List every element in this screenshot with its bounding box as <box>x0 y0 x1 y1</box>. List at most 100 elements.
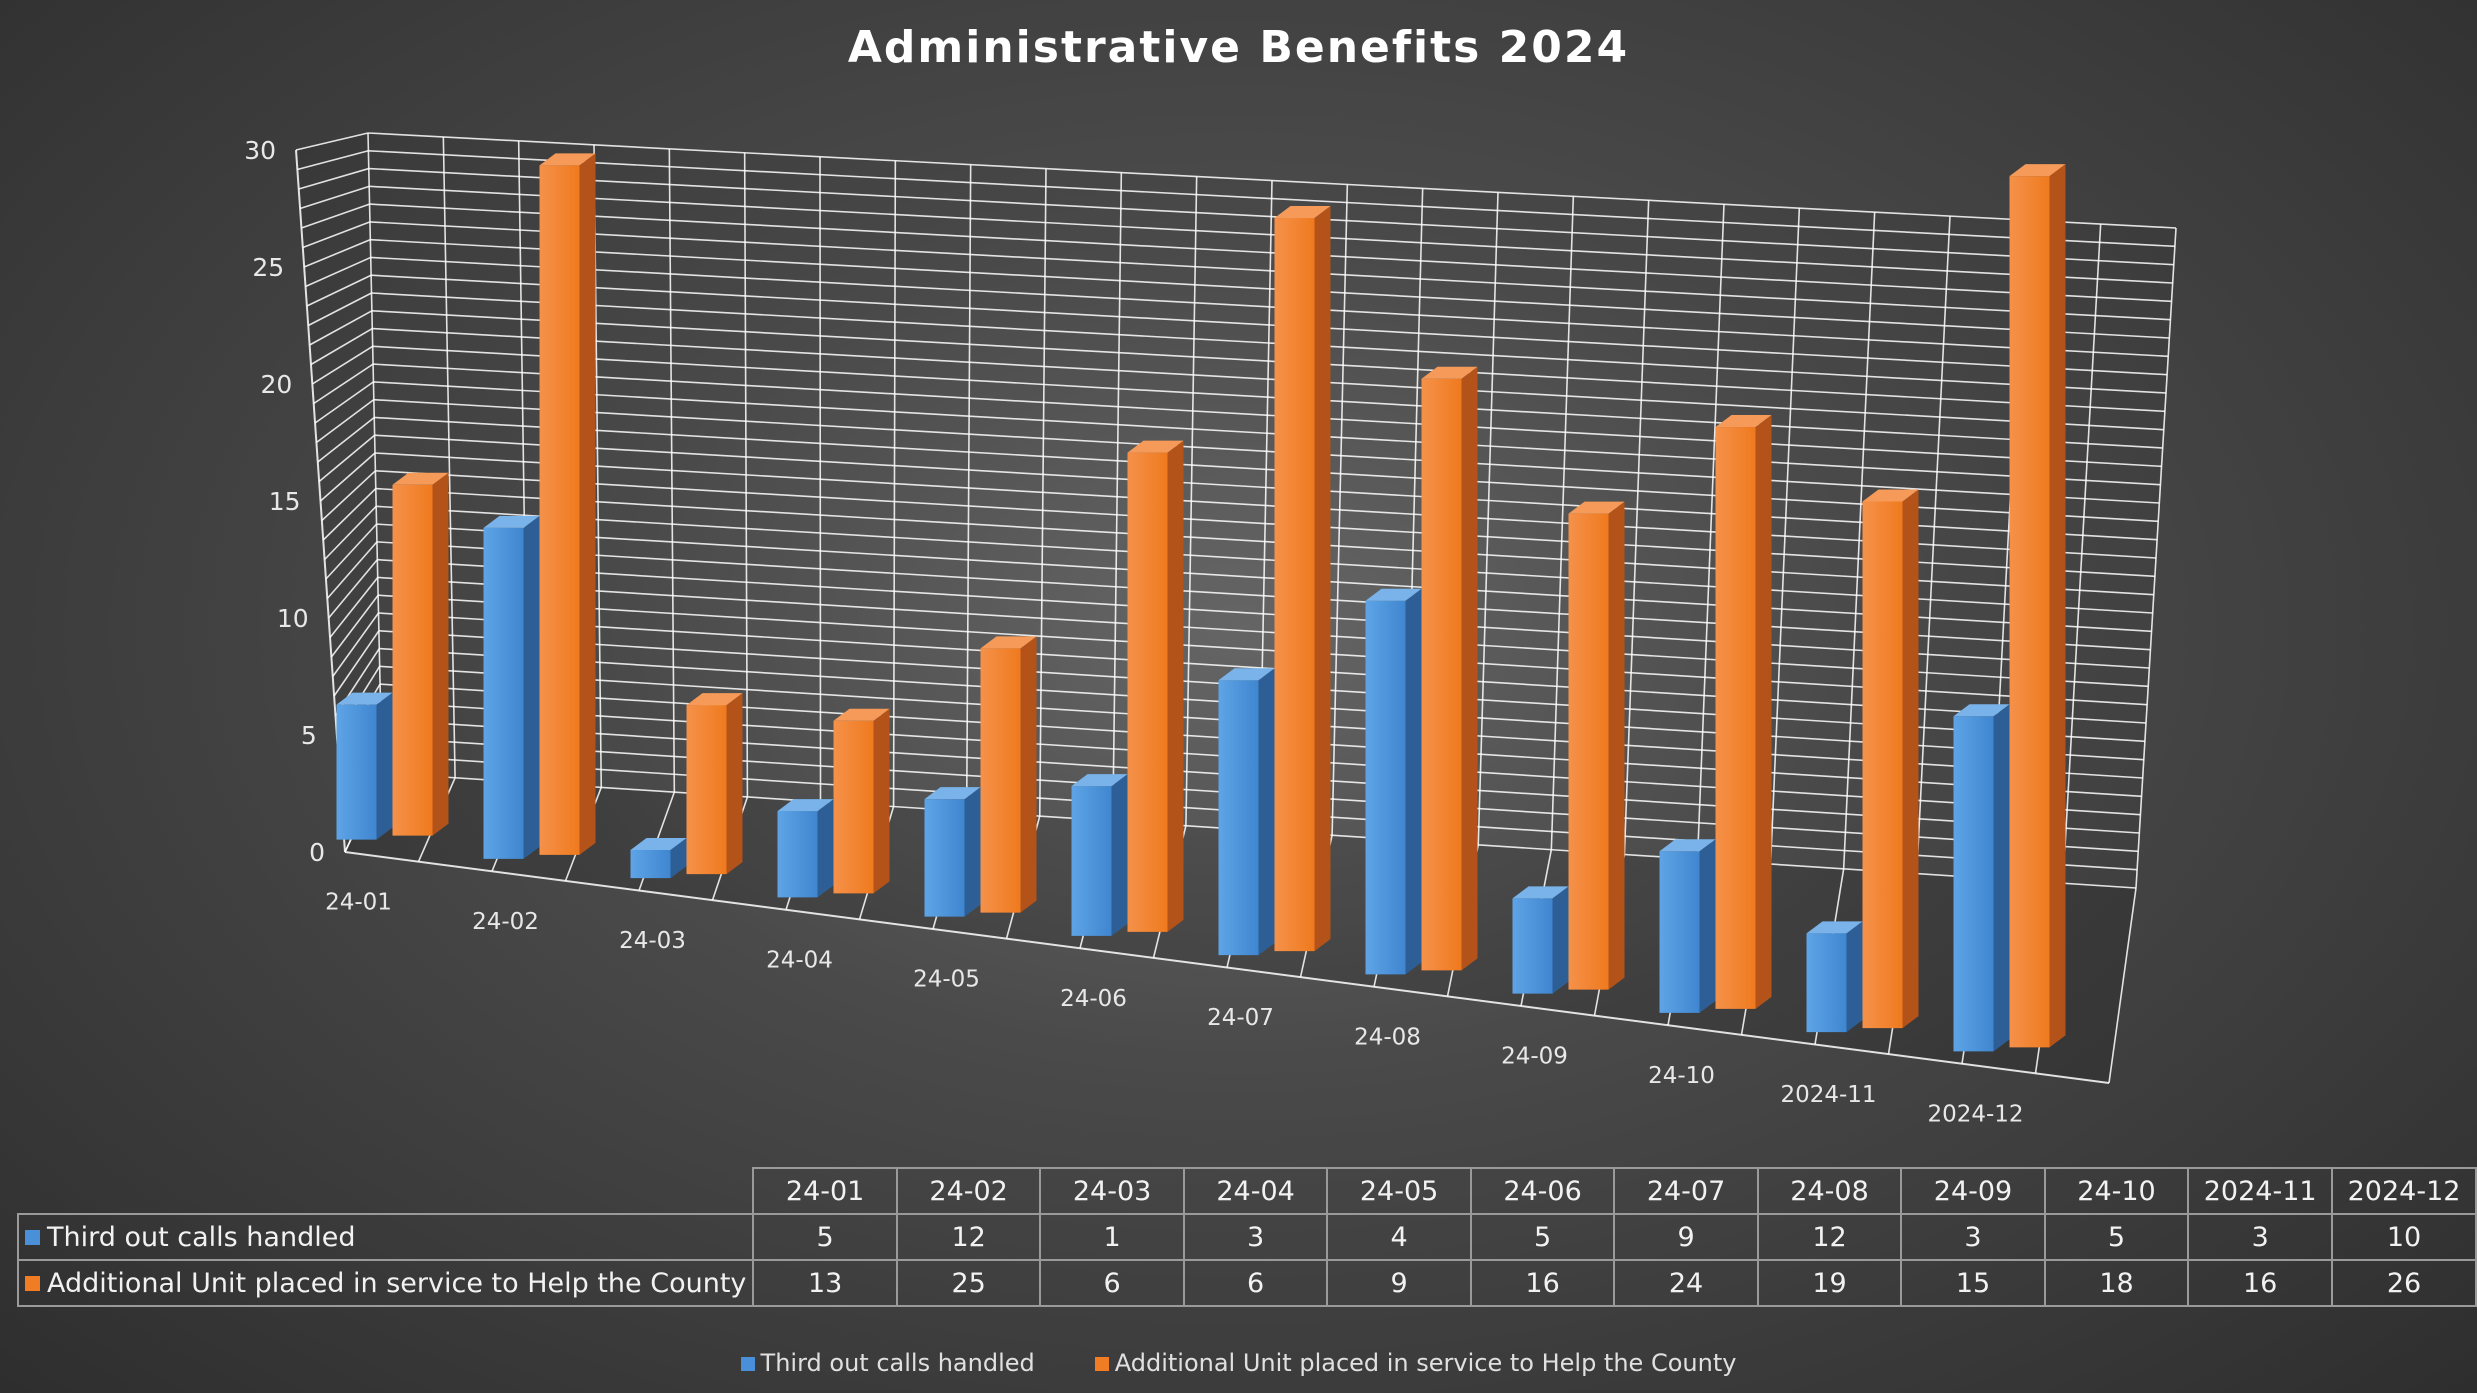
x-tick-label: 24-09 <box>1501 1044 1568 1070</box>
table-cell: 13 <box>752 1259 898 1307</box>
table-cell: 6 <box>1039 1259 1185 1307</box>
table-header-cell: 24-01 <box>752 1167 898 1215</box>
bar-top-1-9 <box>1715 415 1772 428</box>
table-header-cell: 24-09 <box>1900 1167 2046 1215</box>
bar-top-0-10 <box>1806 921 1863 934</box>
gridline-side <box>329 576 379 638</box>
y-tick-label: 15 <box>269 487 301 516</box>
table-header-cell: 24-07 <box>1613 1167 1759 1215</box>
gridline-v <box>1112 172 1123 821</box>
bar-additional-unit-24-07 <box>1274 218 1315 952</box>
gridline-v <box>819 156 822 802</box>
bar-side-1-10 <box>1902 489 1919 1029</box>
bar-third-out-calls-24-04 <box>777 811 818 898</box>
gridline-side <box>295 132 369 151</box>
x-tick-label: 2024-11 <box>1780 1082 1876 1108</box>
table-cell: 18 <box>2043 1259 2190 1307</box>
gridline-side <box>324 505 377 561</box>
bar-top-0-0 <box>336 692 393 705</box>
bar-additional-unit-24-06 <box>1127 452 1168 932</box>
bar-additional-unit-24-04 <box>833 720 874 894</box>
bar-top-0-11 <box>1953 704 2010 717</box>
bar-top-1-7 <box>1421 366 1478 379</box>
y-tick-label: 30 <box>244 136 276 165</box>
gridline-v <box>668 148 676 793</box>
table-cell: 24 <box>1613 1259 1759 1307</box>
x-tick-label: 24-04 <box>766 947 833 973</box>
bar-third-out-calls-24-02 <box>483 527 524 859</box>
bar-side-1-3 <box>873 708 890 894</box>
bar-side-0-11 <box>1993 704 2010 1052</box>
bar-additional-unit-2024-11 <box>1862 501 1903 1029</box>
gridline-side <box>307 292 372 327</box>
x-tick-label: 24-02 <box>472 909 539 935</box>
data-table: 24-01 24-02 24-03 24-04 24-05 24-06 24-07 24-08… <box>16 1167 2477 1307</box>
x-tick-label: 24-01 <box>325 890 392 916</box>
table-row: Third out calls handled 5 12 1 3 4 5 9 12 3 5 3 10 <box>16 1213 2477 1261</box>
table-header-cell: 24-02 <box>895 1167 1042 1215</box>
gridline-side <box>302 221 371 249</box>
chart-title: Administrative Benefits 2024 <box>847 22 1630 73</box>
x-tick-label: 24-06 <box>1060 986 1127 1012</box>
bar-third-out-calls-24-05 <box>924 799 965 917</box>
bar-side-0-8 <box>1552 886 1569 994</box>
x-tick-label: 24-08 <box>1354 1024 1421 1050</box>
bar-third-out-calls-24-03 <box>630 849 671 879</box>
bar-additional-unit-24-09 <box>1568 513 1609 990</box>
table-header-cell: 24-03 <box>1039 1167 1185 1215</box>
y-tick-label: 5 <box>301 721 317 750</box>
bar-side-0-10 <box>1846 921 1863 1033</box>
y-tick-label: 25 <box>252 253 284 282</box>
bar-third-out-calls-24-09 <box>1512 898 1553 994</box>
x-tick-label: 24-03 <box>619 928 686 954</box>
series-key-swatch <box>25 1275 40 1291</box>
bar-top-0-8 <box>1512 886 1569 899</box>
table-cell: 16 <box>2187 1259 2334 1307</box>
bar-side-0-7 <box>1405 588 1422 975</box>
gridline-side <box>326 541 378 600</box>
gridline-side <box>332 612 380 677</box>
bar-additional-unit-24-02 <box>539 165 580 855</box>
table-header-cell: 24-08 <box>1756 1167 1903 1215</box>
gridline-v <box>892 160 897 807</box>
gridline-v <box>2062 223 2102 884</box>
table-cell: 12 <box>895 1213 1042 1261</box>
x-tick-label: 24-10 <box>1648 1063 1715 1089</box>
legend-item: Third out calls handled <box>740 1349 1035 1377</box>
bar-additional-unit-24-05 <box>980 648 1021 913</box>
gridline-v <box>1696 204 1725 860</box>
gridline-side <box>328 559 378 619</box>
gridline-side <box>310 327 373 366</box>
bar-side-1-7 <box>1461 366 1478 971</box>
table-header-cell: 2024-11 <box>2187 1167 2334 1215</box>
bar-side-0-9 <box>1699 839 1716 1013</box>
table-cell: 15 <box>1900 1259 2046 1307</box>
bar-additional-unit-24-08 <box>1421 378 1462 971</box>
bar-top-0-9 <box>1659 839 1716 852</box>
bar-top-0-1 <box>483 515 540 528</box>
bar-side-1-0 <box>432 472 449 836</box>
table-header-cell: 24-06 <box>1469 1167 1616 1215</box>
gridline-side <box>321 470 376 522</box>
table-cell: 16 <box>1469 1259 1616 1307</box>
gridline-v <box>965 164 972 812</box>
legend-swatch <box>1094 1357 1109 1371</box>
bar-third-out-calls-2024-11 <box>1806 933 1847 1033</box>
bar-top-1-10 <box>1862 489 1919 502</box>
bar-third-out-calls-24-10 <box>1659 851 1700 1013</box>
side-wall <box>296 133 382 852</box>
gridline-side <box>330 594 379 658</box>
bar-top-0-4 <box>924 787 981 800</box>
table-cell: 12 <box>1756 1213 1903 1261</box>
gridline-v <box>1477 192 1499 845</box>
bar-top-1-3 <box>833 708 890 721</box>
gridline-side <box>311 345 374 385</box>
table-cell: 19 <box>1756 1259 1903 1307</box>
bar-third-out-calls-24-07 <box>1218 680 1259 956</box>
bar-side-1-11 <box>2049 164 2066 1048</box>
table-row: Additional Unit placed in service to Hel… <box>16 1259 2477 1307</box>
gridline-side <box>319 452 376 502</box>
x-tick-label: 24-05 <box>913 967 980 993</box>
bar-top-1-6 <box>1274 206 1331 219</box>
y-tick-label: 10 <box>277 604 309 633</box>
